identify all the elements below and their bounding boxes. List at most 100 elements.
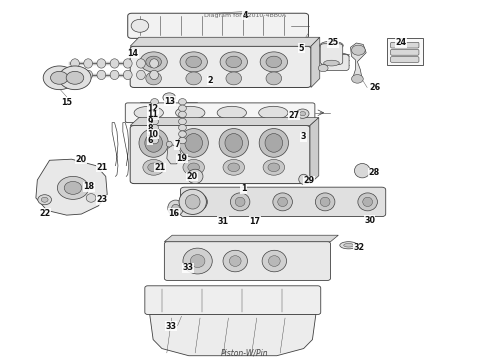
Text: 2: 2 <box>207 76 213 85</box>
Ellipse shape <box>110 59 119 68</box>
Ellipse shape <box>259 129 289 157</box>
Ellipse shape <box>137 70 146 80</box>
Ellipse shape <box>168 200 183 216</box>
Ellipse shape <box>123 59 132 68</box>
Text: 17: 17 <box>249 217 260 226</box>
Ellipse shape <box>151 118 159 125</box>
FancyBboxPatch shape <box>391 42 419 48</box>
Ellipse shape <box>320 197 330 207</box>
Ellipse shape <box>50 71 68 84</box>
Text: 33: 33 <box>166 322 176 331</box>
Ellipse shape <box>235 197 245 207</box>
Ellipse shape <box>343 243 353 247</box>
Ellipse shape <box>64 181 82 194</box>
Text: 32: 32 <box>353 243 365 252</box>
Text: 16: 16 <box>169 209 180 218</box>
Text: 18: 18 <box>83 183 94 192</box>
Ellipse shape <box>262 250 287 272</box>
Ellipse shape <box>57 176 89 199</box>
FancyBboxPatch shape <box>391 57 419 62</box>
Text: 21: 21 <box>155 163 166 172</box>
FancyBboxPatch shape <box>130 46 311 87</box>
Ellipse shape <box>71 70 79 80</box>
Ellipse shape <box>163 93 175 102</box>
Ellipse shape <box>175 106 205 119</box>
Ellipse shape <box>268 163 280 172</box>
Ellipse shape <box>179 189 206 215</box>
Ellipse shape <box>260 52 288 72</box>
FancyBboxPatch shape <box>180 187 386 217</box>
Ellipse shape <box>110 70 119 80</box>
Ellipse shape <box>300 112 306 116</box>
Ellipse shape <box>219 129 248 157</box>
Polygon shape <box>130 118 319 126</box>
Text: 19: 19 <box>176 154 188 163</box>
Text: 22: 22 <box>39 209 50 218</box>
Ellipse shape <box>223 159 245 175</box>
Ellipse shape <box>322 53 349 60</box>
Ellipse shape <box>66 71 84 84</box>
Ellipse shape <box>193 197 202 207</box>
Polygon shape <box>36 159 107 215</box>
Ellipse shape <box>230 193 250 211</box>
Ellipse shape <box>151 111 159 118</box>
Ellipse shape <box>143 159 164 175</box>
Text: 12: 12 <box>147 104 158 113</box>
Ellipse shape <box>41 197 48 202</box>
Text: 21: 21 <box>96 163 107 172</box>
Ellipse shape <box>178 111 186 118</box>
Ellipse shape <box>178 99 186 105</box>
Ellipse shape <box>151 125 159 131</box>
Text: 27: 27 <box>289 111 300 120</box>
Ellipse shape <box>217 106 246 119</box>
Ellipse shape <box>266 56 282 68</box>
Ellipse shape <box>229 256 241 266</box>
Ellipse shape <box>188 193 207 211</box>
Text: Piston-W/Pin: Piston-W/Pin <box>221 348 269 357</box>
Text: 10: 10 <box>147 130 158 139</box>
Ellipse shape <box>178 137 186 144</box>
Ellipse shape <box>84 70 93 80</box>
Ellipse shape <box>97 59 106 68</box>
Text: 20: 20 <box>75 155 86 164</box>
Polygon shape <box>311 37 320 87</box>
Ellipse shape <box>226 72 242 85</box>
Text: 15: 15 <box>61 98 72 107</box>
Ellipse shape <box>38 195 51 205</box>
Polygon shape <box>350 43 366 81</box>
FancyBboxPatch shape <box>320 44 343 64</box>
Ellipse shape <box>278 197 288 207</box>
Ellipse shape <box>186 56 201 68</box>
Text: 9: 9 <box>147 117 153 126</box>
Text: 5: 5 <box>299 44 304 53</box>
FancyBboxPatch shape <box>391 49 419 55</box>
Ellipse shape <box>316 193 335 211</box>
Ellipse shape <box>351 45 365 55</box>
Text: 30: 30 <box>364 216 375 225</box>
Ellipse shape <box>59 66 91 90</box>
FancyBboxPatch shape <box>125 103 315 123</box>
Ellipse shape <box>134 106 163 119</box>
Ellipse shape <box>185 134 202 152</box>
Text: 25: 25 <box>327 38 339 47</box>
Text: 6: 6 <box>147 136 153 145</box>
Text: 13: 13 <box>164 96 175 105</box>
Ellipse shape <box>188 163 199 172</box>
Text: 29: 29 <box>304 176 315 185</box>
Ellipse shape <box>299 174 309 184</box>
Ellipse shape <box>273 193 293 211</box>
Ellipse shape <box>137 59 146 68</box>
Ellipse shape <box>150 59 159 68</box>
FancyBboxPatch shape <box>128 13 309 39</box>
Ellipse shape <box>324 60 339 66</box>
Text: 7: 7 <box>174 140 180 149</box>
Text: 26: 26 <box>369 83 381 92</box>
Ellipse shape <box>265 134 283 152</box>
Text: 11: 11 <box>147 110 158 119</box>
Ellipse shape <box>226 56 242 68</box>
Text: 31: 31 <box>218 217 228 226</box>
Ellipse shape <box>363 197 372 207</box>
Text: 8: 8 <box>147 123 153 132</box>
Ellipse shape <box>150 70 159 80</box>
Polygon shape <box>150 315 316 356</box>
